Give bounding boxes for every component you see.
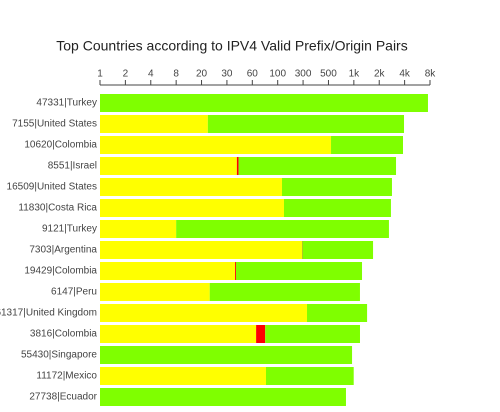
bar-segment xyxy=(307,304,368,322)
bar-segment xyxy=(100,304,308,322)
x-tick-label: 2 xyxy=(123,69,129,80)
y-tick-label: 55430|Singapore xyxy=(21,350,97,361)
bar-segment xyxy=(256,325,266,343)
y-tick-label: 19429|Colombia xyxy=(24,266,97,277)
bar-segment xyxy=(100,220,177,238)
x-tick-label: 300 xyxy=(295,69,312,80)
bar-segment xyxy=(100,283,210,301)
bar-segment xyxy=(100,262,236,280)
bar-segment xyxy=(235,262,363,280)
bar-segment xyxy=(238,157,397,175)
bar-segment xyxy=(100,157,237,175)
x-tick-label: 8 xyxy=(173,69,179,80)
x-tick-label: 4k xyxy=(399,69,411,80)
bar-segment xyxy=(100,115,208,133)
x-tick-label: 60 xyxy=(247,69,259,80)
y-tick-label: 9121|Turkey xyxy=(42,224,97,235)
bar-segment xyxy=(176,220,389,238)
bar-segment xyxy=(265,325,360,343)
y-tick-label: 11830|Costa Rica xyxy=(18,203,97,214)
y-tick-label: 8551|Israel xyxy=(48,161,97,172)
y-tick-label: 11172|Mexico xyxy=(36,371,97,382)
bar-segment xyxy=(100,241,303,259)
bar-segment xyxy=(100,388,346,406)
y-tick-label: 61317|United Kingdom xyxy=(0,308,97,319)
bar-segment xyxy=(100,136,332,154)
x-tick-label: 1 xyxy=(97,69,103,80)
bar-segment xyxy=(100,94,428,112)
x-tick-label: 2k xyxy=(374,69,386,80)
y-tick-label: 16509|United States xyxy=(7,182,97,193)
y-tick-label: 27738|Ecuador xyxy=(29,392,97,403)
y-tick-label: 10620|Colombia xyxy=(24,140,97,151)
bar-segment xyxy=(207,115,405,133)
x-tick-label: 20 xyxy=(196,69,208,80)
bar-segment xyxy=(282,178,392,196)
bar-segment xyxy=(236,157,239,175)
bar-segment xyxy=(100,325,257,343)
y-tick-label: 3816|Colombia xyxy=(30,329,98,340)
x-tick-label: 1k xyxy=(349,69,361,80)
bar-segment xyxy=(209,283,360,301)
chart-title: Top Countries according to IPV4 Valid Pr… xyxy=(56,38,407,54)
bar-segment xyxy=(283,199,391,217)
bar-segment xyxy=(235,262,236,280)
bar-segment xyxy=(265,367,354,385)
bar-segment xyxy=(100,178,283,196)
x-tick-label: 8k xyxy=(425,69,437,80)
x-tick-label: 4 xyxy=(148,69,154,80)
x-tick-label: 100 xyxy=(269,69,286,80)
y-tick-label: 7155|United States xyxy=(12,119,97,130)
bar-segment xyxy=(331,136,403,154)
y-tick-label: 47331|Turkey xyxy=(36,98,97,109)
bar-segment xyxy=(100,346,353,364)
bar-segment xyxy=(100,367,266,385)
y-tick-label: 7303|Argentina xyxy=(29,245,97,256)
x-tick-label: 30 xyxy=(221,69,233,80)
bar-segment xyxy=(302,241,374,259)
x-tick-label: 500 xyxy=(320,69,337,80)
y-tick-label: 6147|Peru xyxy=(51,287,97,298)
bar-segment xyxy=(100,199,284,217)
